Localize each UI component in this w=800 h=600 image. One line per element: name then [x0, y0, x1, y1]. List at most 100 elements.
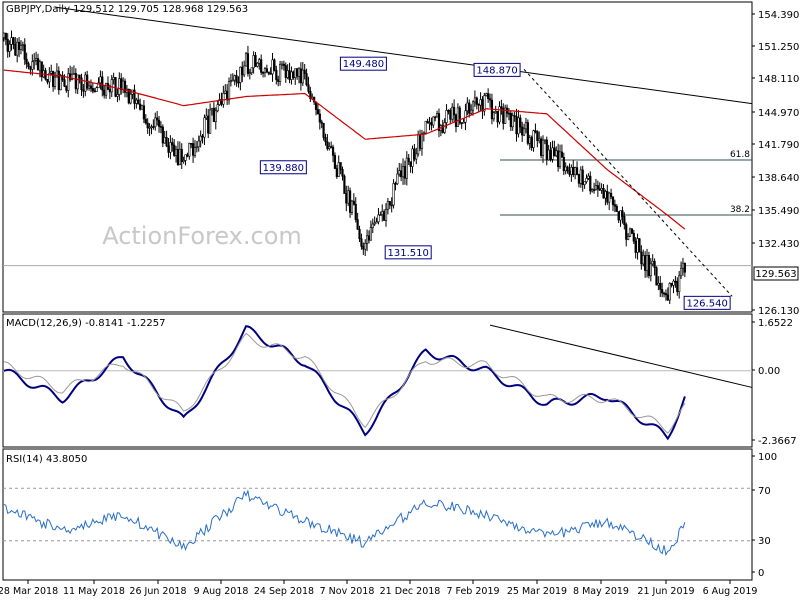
candle-body: [122, 80, 125, 90]
candle-body: [594, 185, 598, 190]
candle-body: [386, 201, 390, 210]
candle-body: [496, 111, 499, 123]
candle-body: [95, 87, 98, 92]
candle-body: [74, 73, 77, 90]
candle-body: [2, 32, 6, 38]
candle-body: [275, 69, 278, 80]
candle-body: [214, 110, 217, 122]
candle-body: [207, 115, 210, 134]
x-tick-label: 8 May 2019: [573, 586, 629, 597]
candle-body: [341, 169, 344, 177]
candle-body: [328, 146, 331, 149]
annotation-label: 126.540: [686, 298, 727, 309]
candle-body: [209, 109, 212, 134]
candle-body: [299, 68, 302, 84]
candle-body: [163, 137, 166, 144]
candle-body: [521, 126, 524, 136]
candle-body: [116, 94, 119, 97]
candle-body: [415, 153, 418, 160]
candle-body: [577, 174, 581, 184]
x-tick-label: 21 Dec 2018: [380, 586, 441, 597]
candle-body: [6, 39, 9, 52]
candle-body: [29, 66, 32, 70]
x-axis: 28 Mar 2018 11 May 2018 26 Jun 2018 9 Aug 2…: [0, 580, 757, 597]
candle-body: [553, 147, 556, 157]
macd-title: MACD(12,26,9) -0.8141 -1.2257: [6, 318, 166, 329]
candle-body: [524, 122, 528, 130]
candle-body: [447, 109, 450, 112]
candle-body: [178, 148, 181, 166]
candle-body: [286, 70, 289, 78]
candle-body: [547, 149, 550, 161]
candle-body: [337, 162, 340, 177]
panel-frame-price: [2, 1, 753, 313]
rsi-line: [3, 489, 686, 557]
candle-body: [498, 106, 501, 123]
candle-body: [611, 196, 615, 205]
candle-body: [345, 193, 348, 204]
candle-body: [263, 68, 267, 73]
annotation-box: [339, 56, 387, 71]
candle-body: [477, 104, 480, 106]
candle-body: [362, 245, 365, 250]
candle-body: [140, 105, 144, 110]
fib-label-61-8: 61.8: [730, 150, 750, 160]
candle-body: [400, 170, 403, 178]
candle-body: [617, 211, 620, 221]
candle-body: [99, 76, 102, 84]
candle-body: [244, 53, 248, 67]
candle-body: [123, 80, 127, 93]
candle-body: [53, 76, 57, 87]
candle-body: [63, 79, 66, 87]
candle-body: [572, 167, 575, 175]
annotation-label: 131.510: [388, 248, 429, 259]
candle-body: [662, 292, 666, 295]
price-panel: ActionForex.com 61.8 38.2 139.880 131.510 149…: [2, 4, 799, 317]
candle-body: [326, 141, 329, 149]
candle-body: [174, 149, 178, 156]
candle-body: [642, 255, 645, 265]
candle-body: [551, 147, 554, 160]
candle-body: [356, 219, 359, 230]
candle-body: [76, 74, 79, 90]
candle-body: [199, 135, 202, 142]
candle-body: [156, 117, 159, 121]
candle-body: [369, 227, 372, 241]
candle-body: [347, 190, 350, 204]
candle-body: [445, 109, 448, 123]
candle-body: [352, 200, 355, 205]
candle-body: [19, 45, 23, 50]
rsi-tick-label: 30: [758, 536, 771, 547]
candle-body: [254, 55, 257, 67]
candle-body: [668, 283, 671, 301]
candle-body: [301, 69, 304, 84]
price-tick-label: 138.640: [758, 173, 799, 184]
candle-body: [180, 148, 183, 162]
candle-body: [52, 71, 55, 87]
macd-tick-label: 0.00: [758, 366, 780, 377]
candle-body: [532, 130, 535, 148]
candle-body: [655, 267, 658, 286]
candle-body: [197, 140, 200, 148]
candle-body: [394, 183, 397, 185]
candle-body: [290, 71, 293, 80]
candle-body: [407, 157, 410, 162]
candle-body: [466, 102, 469, 112]
candle-body: [97, 82, 100, 88]
candle-body: [333, 155, 337, 169]
price-tick-label: 148.110: [758, 74, 799, 85]
candle-body: [152, 126, 155, 128]
candle-body: [226, 90, 229, 101]
candle-body: [133, 89, 136, 104]
candle-body: [492, 112, 495, 120]
x-tick-label: 9 Aug 2018: [194, 586, 249, 597]
candle-body: [574, 167, 577, 175]
candle-body: [657, 283, 660, 286]
x-tick-label: 25 Mar 2019: [507, 586, 567, 597]
candle-body: [331, 146, 335, 156]
candle-body: [515, 116, 518, 135]
candle-body: [545, 139, 548, 161]
candle-body: [258, 59, 261, 64]
price-header: GBPJPY,Daily 129.512 129.705 128.968 129…: [6, 4, 248, 15]
candle-body: [638, 238, 641, 253]
